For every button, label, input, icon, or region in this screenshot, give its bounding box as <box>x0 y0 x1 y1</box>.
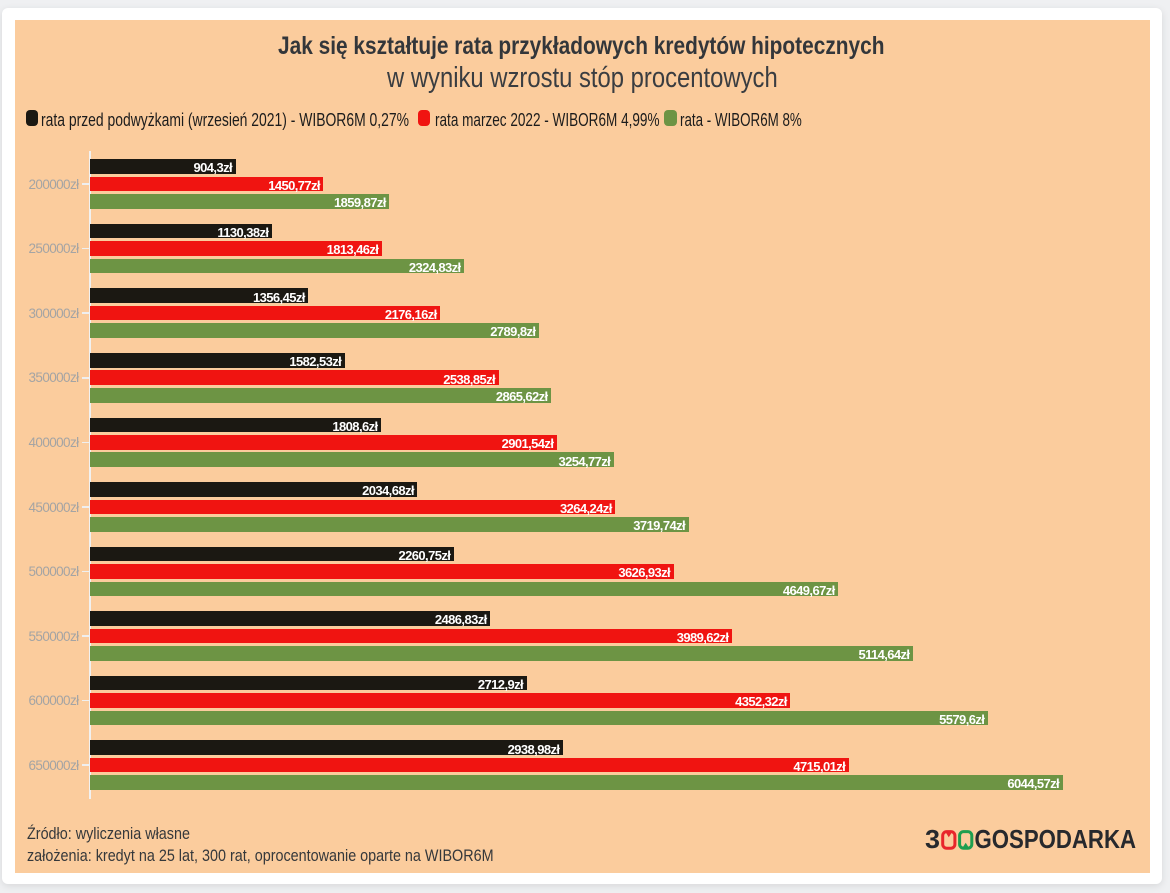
svg-text:GOSPODARKA: GOSPODARKA <box>975 828 1137 850</box>
svg-text:3: 3 <box>925 828 940 850</box>
